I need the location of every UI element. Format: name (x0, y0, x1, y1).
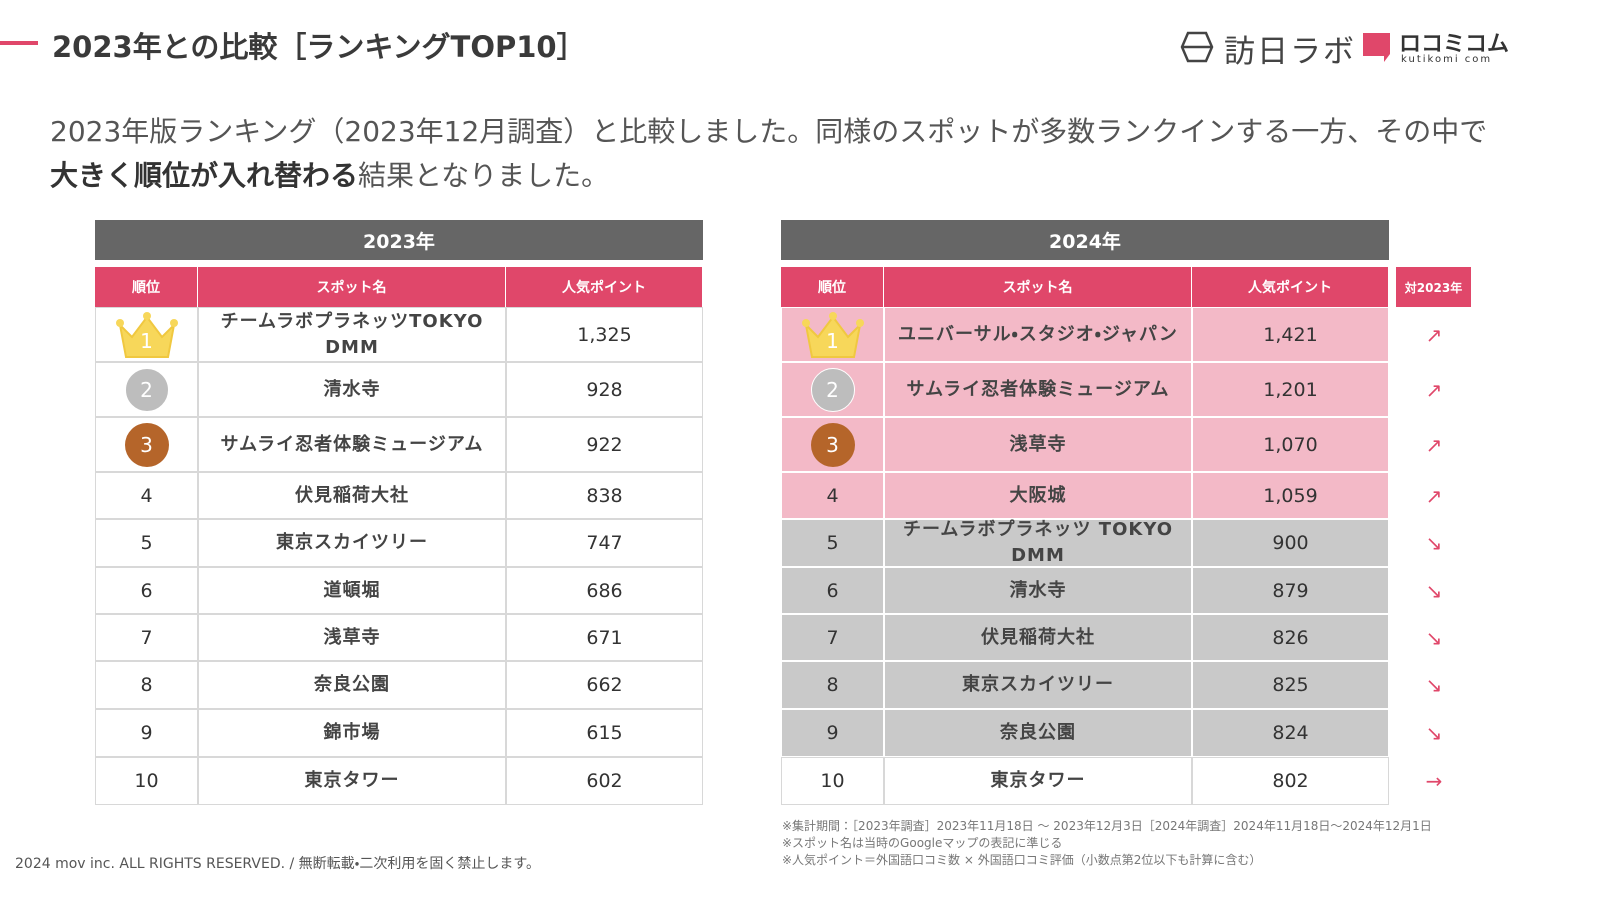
notes: ※集計期間：［2023年調査］2023年11月18日 〜 2023年12月3日［… (782, 818, 1432, 869)
rank-number: 1 (140, 328, 153, 353)
table-cell: 9 (781, 709, 884, 757)
table-cell: ユニバーサル・スタジオ・ジャパン (884, 307, 1192, 362)
table-cell: 5 (781, 519, 884, 567)
table-cell: 826 (1192, 614, 1389, 661)
table-cell: 825 (1192, 661, 1389, 709)
table-cell: 747 (506, 519, 703, 567)
change-arrow: ↘ (1425, 673, 1443, 697)
intro: 2023年版ランキング（2023年12月調査）と比較しました。同様のスポットが多… (50, 110, 1510, 198)
table-cell: 10 (95, 757, 198, 805)
table-cell: 602 (506, 757, 703, 805)
logo-mark (1363, 33, 1390, 62)
change-arrow: ↘ (1425, 721, 1443, 745)
logo-main: 訪日ラボ (1224, 34, 1356, 70)
column-header: スポット名 (884, 267, 1192, 307)
table-cell: 662 (506, 661, 703, 709)
crown-icon (801, 311, 864, 358)
table-cell: 900 (1192, 519, 1389, 567)
rank-number: 3 (810, 422, 855, 467)
table-cell: 浅草寺 (884, 417, 1192, 472)
intro-bold: 大きく順位が入れ替わる (50, 159, 359, 192)
table-cell: 奈良公園 (884, 709, 1192, 757)
change-arrow: ↗ (1425, 432, 1443, 457)
change-arrow: ↗ (1425, 483, 1443, 508)
column-header: スポット名 (198, 267, 506, 307)
intro-text: 結果となりました。 (358, 159, 610, 192)
table-cell: 1,201 (1192, 362, 1389, 417)
note: ※集計期間：［2023年調査］2023年11月18日 〜 2023年12月3日［… (782, 819, 1432, 833)
table-cell: 6 (95, 567, 198, 614)
table-cell: 4 (781, 472, 884, 519)
table-cell: 922 (506, 417, 703, 472)
table-cell: 錦市場 (198, 709, 506, 757)
table-cell: 伏見稲荷大社 (884, 614, 1192, 661)
table-cell: サムライ忍者体験ミュージアム (884, 362, 1192, 417)
table-cell: 伏見稲荷大社 (198, 472, 506, 519)
column-header: 対2023年 (1396, 267, 1472, 307)
table-cell: 10 (781, 757, 884, 805)
rank-number: 3 (124, 422, 169, 467)
title: 2023年との比較［ランキングTOP10］ (52, 30, 586, 64)
table-cell: 1,421 (1192, 307, 1389, 362)
crown-icon (115, 311, 178, 358)
table-cell: 802 (1192, 757, 1389, 805)
table-cell: 824 (1192, 709, 1389, 757)
table-cell: サムライ忍者体験ミュージアム (198, 417, 506, 472)
table-cell: 5 (95, 519, 198, 567)
change-arrow: ↗ (1425, 322, 1443, 347)
table-cell: チームラボプラネッツ TOKYO DMM (884, 519, 1192, 567)
table-cell: 1,325 (506, 307, 703, 362)
change-arrow: → (1425, 769, 1443, 793)
table-cell: 686 (506, 567, 703, 614)
change-arrow: ↘ (1425, 531, 1443, 555)
table-cell: 1,059 (1192, 472, 1389, 519)
column-header: 順位 (781, 267, 884, 307)
table-cell: チームラボプラネッツTOKYO DMM (198, 307, 506, 362)
logo-icon (1180, 31, 1214, 63)
note: ※スポット名は当時のGoogleマップの表記に準じる (782, 836, 1063, 850)
note: ※人気ポイント＝外国語口コミ数 × 外国語口コミ評価（小数点第2位以下も計算に含… (782, 853, 1262, 867)
rank-number: 2 (124, 367, 169, 412)
change-arrow: ↘ (1425, 578, 1443, 603)
table-cell: 7 (781, 614, 884, 661)
change-arrow: ↘ (1425, 625, 1443, 650)
table-cell: 879 (1192, 567, 1389, 614)
intro-text: 2023年版ランキング（2023年12月調査）と比較しました。同様のスポットが多… (50, 115, 1488, 148)
table-cell: 9 (95, 709, 198, 757)
table-cell: 1,070 (1192, 417, 1389, 472)
change-arrow: ↗ (1425, 377, 1443, 402)
rank-number: 2 (810, 367, 855, 412)
accent-bar (0, 41, 38, 45)
table-cell: 奈良公園 (198, 661, 506, 709)
table-cell: 671 (506, 614, 703, 661)
table-cell: 615 (506, 709, 703, 757)
table-cell: 東京タワー (198, 757, 506, 805)
table-cell: 東京スカイツリー (884, 661, 1192, 709)
table-cell: 838 (506, 472, 703, 519)
table-cell: 道頓堀 (198, 567, 506, 614)
footer: 2024 mov inc. ALL RIGHTS RESERVED. / 無断転… (15, 856, 541, 872)
table-title: 2023年 (95, 220, 703, 260)
rank-number: 1 (826, 328, 839, 353)
table-cell: 清水寺 (198, 362, 506, 417)
column-header: 人気ポイント (506, 267, 703, 307)
table-cell: 8 (781, 661, 884, 709)
column-header: 順位 (95, 267, 198, 307)
table-title: 2024年 (781, 220, 1389, 260)
table-cell: 大阪城 (884, 472, 1192, 519)
logo-sub: ロコミコム (1399, 32, 1510, 57)
table-cell: 928 (506, 362, 703, 417)
table-cell: 4 (95, 472, 198, 519)
column-header: 人気ポイント (1192, 267, 1389, 307)
table-cell: 清水寺 (884, 567, 1192, 614)
table-cell: 東京タワー (884, 757, 1192, 805)
table-cell: 7 (95, 614, 198, 661)
table-cell: 6 (781, 567, 884, 614)
table-cell: 浅草寺 (198, 614, 506, 661)
table-cell: 東京スカイツリー (198, 519, 506, 567)
table-cell: 8 (95, 661, 198, 709)
logo-sub-en: kutikomi com (1401, 54, 1493, 65)
